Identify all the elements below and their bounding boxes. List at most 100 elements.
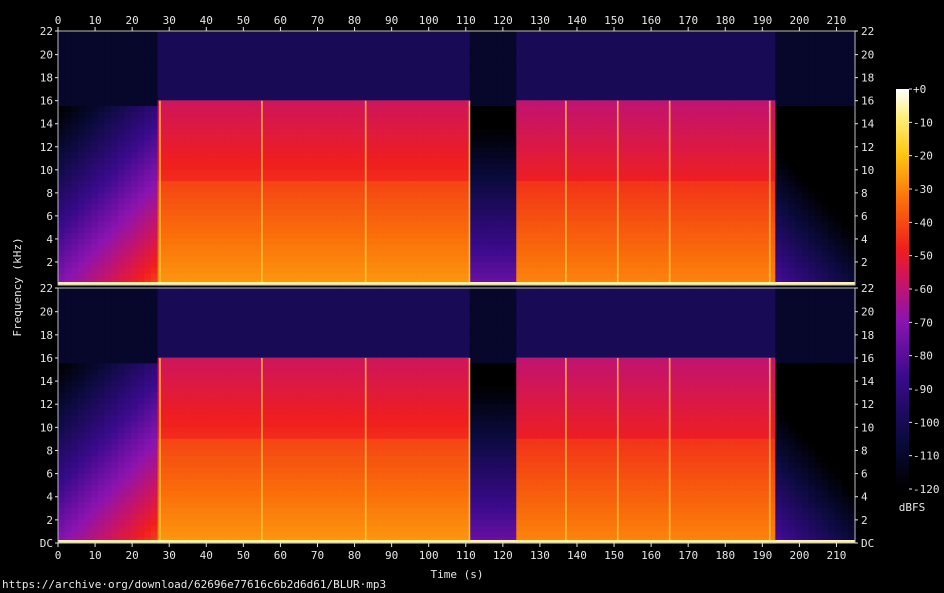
spectrum-cell xyxy=(336,256,345,263)
spectrum-cell xyxy=(429,152,438,159)
spectrum-cell xyxy=(463,65,471,73)
spectrum-cell xyxy=(675,146,683,153)
spectrum-cell xyxy=(675,158,683,165)
spectrum-cell xyxy=(622,181,630,188)
spectrum-cell xyxy=(549,42,557,49)
spectrum-cell xyxy=(788,48,796,55)
spectrum-cell xyxy=(556,134,564,142)
spectrum-cell xyxy=(390,192,398,200)
spectrum-cell xyxy=(529,227,537,234)
spectrum-cell xyxy=(283,140,292,148)
spectrum-cell xyxy=(210,77,218,84)
spectrum-cell xyxy=(735,123,743,130)
spectrum-cell xyxy=(117,123,126,130)
spectrum-cell xyxy=(317,233,325,240)
spectrum-cell xyxy=(516,31,524,38)
spectrum-cell xyxy=(708,59,717,67)
spectrum-cell xyxy=(496,65,504,73)
spectrum-cell xyxy=(629,123,637,130)
spectrum-cell xyxy=(243,256,252,263)
spectrum-cell xyxy=(642,250,650,257)
spectrum-cell xyxy=(137,117,145,124)
spectrum-cell xyxy=(655,59,663,67)
spectrum-cell xyxy=(224,238,232,246)
spectrum-cell xyxy=(569,256,577,263)
spectrum-cell xyxy=(429,267,438,275)
spectrum-cell xyxy=(383,215,391,223)
spectrum-cell xyxy=(270,88,278,96)
spectrum-cell xyxy=(502,158,511,165)
spectrum-cell xyxy=(589,169,597,176)
spectrum-cell xyxy=(270,106,278,113)
spectrum-cell xyxy=(589,158,597,165)
spectrum-cell xyxy=(755,221,763,228)
spectrum-cell xyxy=(390,209,398,217)
spectrum-cell xyxy=(177,59,185,67)
spectrum-cell xyxy=(708,169,717,176)
spectrum-cell xyxy=(157,163,165,171)
spectrum-cell xyxy=(263,233,272,240)
spectrum-cell xyxy=(150,163,159,171)
spectrum-cell xyxy=(463,82,471,90)
spectrum-cell xyxy=(522,111,531,119)
spectrum-cell xyxy=(702,158,710,165)
spectrum-cell xyxy=(390,117,398,124)
spectrum-cell xyxy=(184,42,192,49)
spectrum-cell xyxy=(310,261,318,269)
spectrum-cell xyxy=(336,158,345,165)
spectrum-cell xyxy=(728,111,737,119)
spectrum-cell xyxy=(104,181,112,188)
spectrum-cell xyxy=(801,140,810,148)
spectrum-cell xyxy=(708,42,717,49)
spectrum-cell xyxy=(383,198,391,205)
spectrum-cell xyxy=(483,233,491,240)
spectrum-cell xyxy=(755,192,763,200)
spectrum-cell xyxy=(383,238,391,246)
spectrum-cell xyxy=(449,198,458,205)
spectrum-cell xyxy=(735,94,743,101)
spectrum-cell xyxy=(436,123,444,130)
spectrum-cell xyxy=(250,227,258,234)
spectrum-cell xyxy=(117,227,126,234)
spectrum-cell xyxy=(423,169,431,176)
spectrum-cell xyxy=(104,158,112,165)
spectrum-cell xyxy=(669,267,677,275)
spectrum-cell xyxy=(117,94,126,101)
spectrum-cell xyxy=(257,94,265,101)
spectrum-cell xyxy=(104,54,112,61)
spectrum-cell xyxy=(708,77,717,84)
spectrum-cell xyxy=(443,146,451,153)
spectrum-cell xyxy=(708,186,717,194)
spectrum-cell xyxy=(708,88,717,96)
spectrum-cell xyxy=(655,204,663,211)
spectrum-cell xyxy=(695,238,703,246)
spectrum-cell xyxy=(576,256,584,263)
spectrum-cell xyxy=(675,244,683,251)
spectrum-cell xyxy=(615,31,624,38)
spectrum-cell xyxy=(84,117,92,124)
spectrum-cell xyxy=(595,94,604,101)
spectrum-cell xyxy=(662,238,670,246)
spectrum-cell xyxy=(376,59,385,67)
spectrum-cell xyxy=(423,42,431,49)
spectrum-cell xyxy=(277,100,285,107)
spectrum-cell xyxy=(642,227,650,234)
spectrum-cell xyxy=(443,152,451,159)
spectrum-cell xyxy=(117,169,126,176)
spectrum-cell xyxy=(516,100,524,107)
spectrum-cell xyxy=(137,267,145,275)
spectrum-cell xyxy=(416,71,424,78)
spectrum-cell xyxy=(609,175,617,182)
spectrum-cell xyxy=(370,204,378,211)
spectrum-cell xyxy=(124,59,132,67)
spectrum-cell xyxy=(795,106,803,113)
spectrum-cell xyxy=(64,169,72,176)
spectrum-cell xyxy=(649,175,657,182)
spectrum-cell xyxy=(58,181,66,188)
spectrum-cell xyxy=(688,123,697,130)
spectrum-cell xyxy=(243,273,252,280)
spectrum-cell xyxy=(164,192,172,200)
spectrum-cell xyxy=(748,117,756,124)
spectrum-cell xyxy=(542,146,551,153)
spectrum-cell xyxy=(157,134,165,142)
